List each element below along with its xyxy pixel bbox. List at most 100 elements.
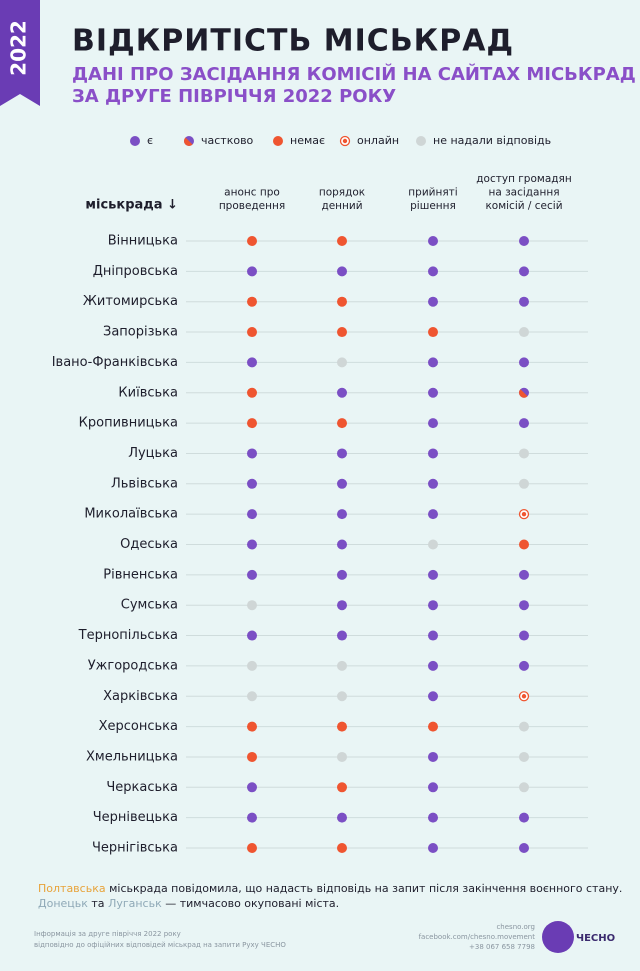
status-dot [247,691,257,702]
status-dot [337,782,347,793]
status-dot [428,721,438,732]
status-dot [337,812,347,823]
status-dot [247,478,257,489]
status-dot [247,296,257,307]
status-dot [130,136,140,146]
status-dot [337,357,347,368]
column-header: доступ громадян [476,173,571,185]
status-dot [519,782,529,793]
logo-icon [542,921,574,953]
status-dot [428,630,438,641]
status-dot [428,569,438,580]
status-dot [337,478,347,489]
footer-info: відповідно до офіційних відповідей міськ… [34,941,286,949]
city: Львівська [111,476,178,491]
status-dot [428,327,438,338]
status-dot [337,418,347,429]
status-dot [519,600,529,611]
city: Харківська [103,689,178,704]
status-dot [428,448,438,459]
status-dot [428,236,438,246]
status-dot [428,509,438,520]
content: є частково немає онлайн не надали відповідь а… [52,134,588,856]
status-dot [337,721,347,732]
side-ribbon [0,0,40,106]
status-dot [519,418,529,429]
column-header: порядок [319,187,365,199]
status-dot [337,539,347,550]
city: Черкаська [106,780,178,795]
city: Запорізька [103,325,178,340]
legend-label: онлайн [357,134,399,147]
legend-label: частково [201,134,254,147]
city: Миколаївська [84,507,178,522]
status-dot [337,236,347,246]
title: ВІДКРИТІСТЬ МІСЬКРАД [72,24,514,59]
city: Вінницька [108,234,178,249]
status-dot [273,136,283,146]
note: Полтавська міськрада повідомила, що нада… [38,882,622,895]
side-label: 2022 [7,20,31,76]
city: Хмельницька [86,749,178,764]
status-dot-half [184,137,193,146]
city: Тернопільська [78,628,178,643]
status-dot-core [342,138,348,144]
status-dot [519,327,529,338]
status-dot [519,478,529,489]
column-header: рішення [410,200,456,212]
status-dot-core [521,694,527,699]
column-header: анонс про [224,187,280,199]
column-header: денний [321,200,362,212]
status-dot [247,357,257,368]
legend-label: не надали відповідь [433,134,551,147]
status-dot [247,782,257,793]
status-dot [519,569,529,580]
status-dot [428,296,438,307]
city: Одеська [120,537,178,552]
subtitle: ЗА ДРУГЕ ПІВРІЧЧЯ 2022 РОКУ [72,86,396,107]
logo-text: ЧЕСНО [576,933,615,944]
status-dot [519,236,529,246]
status-dot [337,843,347,853]
contact: facebook.com/chesno.movement [419,933,536,941]
status-dot [428,357,438,368]
status-dot [337,751,347,762]
status-dot [428,478,438,489]
column-header: комісій / сесій [485,200,562,212]
status-dot [428,843,438,853]
status-dot [247,812,257,823]
subtitle: ДАНІ ПРО ЗАСІДАННЯ КОМІСІЙ НА САЙТАХ МІС… [72,63,636,85]
status-dot [519,357,529,368]
city: Кропивницька [79,416,178,431]
status-dot [247,236,257,246]
status-dot [247,448,257,459]
status-dot [428,782,438,793]
status-dot [247,418,257,429]
status-dot [337,296,347,307]
status-dot [428,387,438,398]
legend-label: є [147,134,153,147]
footer-info: Інформація за друге півріччя 2022 року [34,930,181,938]
contact: +38 067 658 7798 [469,943,535,951]
status-dot [519,539,529,550]
status-dot [247,751,257,762]
status-dot [247,660,257,671]
city: Херсонська [99,719,178,734]
status-dot [247,600,257,611]
status-dot [519,721,529,732]
legend-label: немає [290,134,325,147]
status-dot [337,691,347,702]
city: Чернівецька [93,810,178,825]
status-dot [337,660,347,671]
status-dot [337,327,347,338]
city: Київська [118,385,178,400]
status-dot [416,136,426,146]
status-dot [247,266,257,277]
status-dot [247,569,257,580]
status-dot [519,660,529,671]
status-dot [428,660,438,671]
column-header: проведення [219,200,285,212]
status-dot [337,448,347,459]
